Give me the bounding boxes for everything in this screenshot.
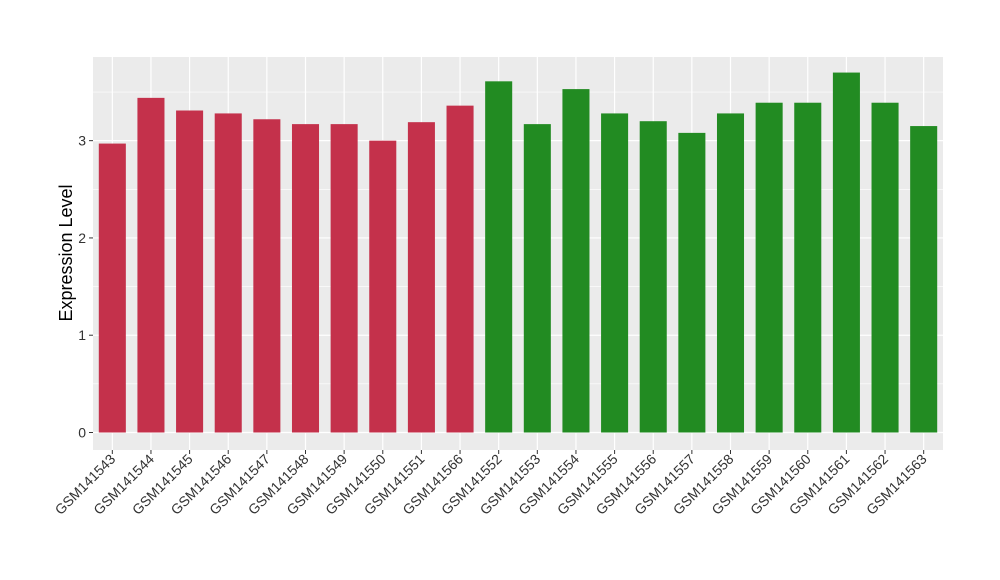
bar-GSM141548 xyxy=(291,124,320,433)
x-axis: GSM141543GSM141544GSM141545GSM141546GSM1… xyxy=(52,450,930,518)
bar-GSM141546 xyxy=(214,113,242,433)
bar-GSM141545 xyxy=(176,110,204,433)
bar-GSM141550 xyxy=(369,140,397,433)
bar-GSM141556 xyxy=(639,121,667,433)
y-tick-label: 0 xyxy=(78,424,86,440)
bar-GSM141557 xyxy=(678,132,706,433)
bar-GSM141563 xyxy=(910,126,938,433)
bar-GSM141562 xyxy=(871,102,899,433)
bar-GSM141547 xyxy=(253,119,281,433)
bar-GSM141555 xyxy=(601,113,629,433)
y-tick-label: 1 xyxy=(78,327,86,343)
bar-GSM141561 xyxy=(832,72,860,433)
bar-GSM141544 xyxy=(137,97,165,433)
bar-GSM141543 xyxy=(98,143,126,433)
bar-GSM141553 xyxy=(523,124,551,433)
bar-GSM141566 xyxy=(446,105,474,433)
bar-GSM141559 xyxy=(755,102,783,433)
bar-GSM141552 xyxy=(485,81,513,433)
bar-GSM141558 xyxy=(716,113,745,433)
bar-GSM141554 xyxy=(562,89,590,433)
bar-GSM141560 xyxy=(794,102,822,433)
y-tick-label: 2 xyxy=(78,230,86,246)
bar-GSM141549 xyxy=(330,124,358,433)
bar-GSM141551 xyxy=(407,122,435,433)
bars-layer xyxy=(98,72,938,433)
y-axis: 0 1 2 3 xyxy=(78,133,93,440)
y-tick-label: 3 xyxy=(78,133,86,149)
y-axis-title: Expression Level xyxy=(56,184,76,321)
